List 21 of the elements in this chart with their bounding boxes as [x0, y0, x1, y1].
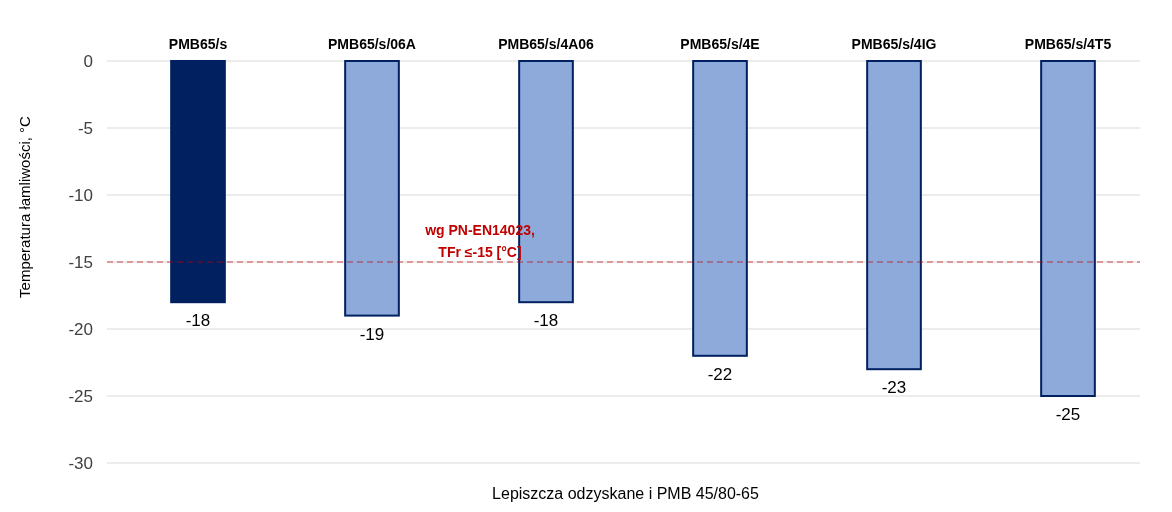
x-tick-label: PMB65/s/4A06	[498, 36, 595, 52]
data-label: -19	[359, 324, 385, 344]
y-tick-label: -10	[68, 185, 93, 205]
y-tick-label: -5	[77, 118, 93, 138]
y-tick-label: 0	[83, 51, 93, 71]
data-label: -18	[185, 311, 211, 331]
data-label: -22	[707, 364, 733, 384]
y-tick-label: -20	[68, 319, 93, 339]
data-label: -18	[533, 311, 559, 331]
x-axis-title: Lepiszcza odzyskane i PMB 45/80-65	[492, 485, 760, 502]
y-tick-label: -15	[68, 252, 93, 272]
data-label: -23	[881, 378, 907, 398]
data-label: -25	[1055, 405, 1081, 424]
y-axis-title: Temperatura łamliwości, °C	[16, 115, 33, 298]
x-tick-label: PMB65/s/4E	[680, 36, 760, 52]
x-tick-label: PMB65/s/4T5	[1024, 36, 1112, 52]
y-tick-label: -25	[68, 386, 93, 406]
x-tick-label: PMB65/s	[168, 36, 228, 52]
x-tick-label: PMB65/s/4IG	[851, 36, 937, 52]
y-tick-label: -30	[68, 453, 93, 473]
x-tick-label: PMB65/s/06A	[328, 36, 416, 52]
